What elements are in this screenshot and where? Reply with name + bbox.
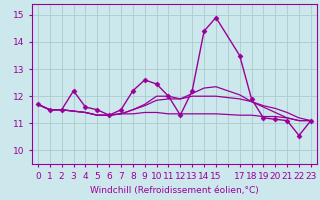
X-axis label: Windchill (Refroidissement éolien,°C): Windchill (Refroidissement éolien,°C) — [90, 186, 259, 195]
